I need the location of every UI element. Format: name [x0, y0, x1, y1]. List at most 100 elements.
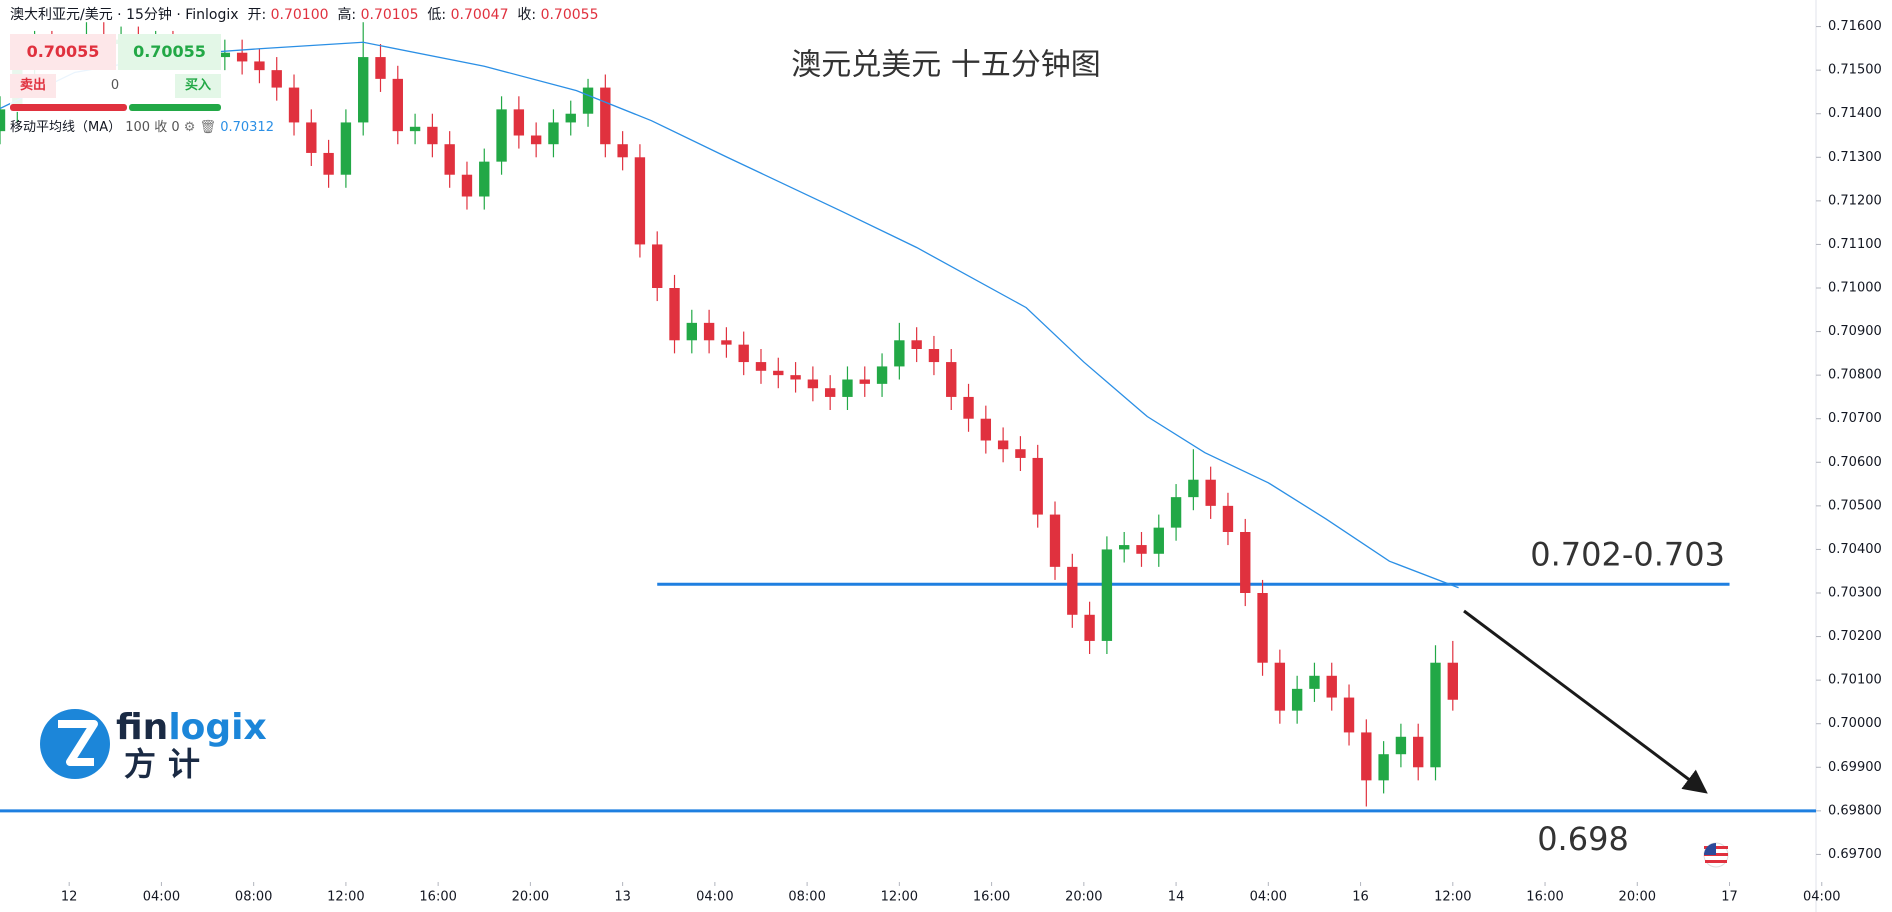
- candle-body: [721, 340, 732, 345]
- candle-body: [461, 174, 473, 197]
- x-tick-label: 17: [1721, 890, 1738, 905]
- level-label: 0.702-0.703: [1530, 535, 1725, 573]
- logo-text: finlogix: [116, 707, 267, 748]
- candle-body: [824, 388, 836, 397]
- buy-button[interactable]: 买入: [175, 74, 221, 98]
- candle-body: [980, 418, 992, 441]
- y-tick-label: 0.71200: [1828, 193, 1882, 208]
- y-tick-label: 0.71100: [1828, 237, 1882, 252]
- x-tick-label: 16: [1352, 890, 1369, 905]
- candle-body: [790, 375, 801, 380]
- candle-body: [565, 113, 576, 123]
- ma-params: 100 收 0: [125, 120, 180, 135]
- candle-body: [219, 52, 231, 58]
- close-label: 收:: [517, 7, 537, 23]
- open-label: 开:: [247, 7, 267, 23]
- candle-body: [306, 122, 317, 153]
- trade-panel: 0.70055 0.70055 卖出 0 买入: [10, 34, 221, 112]
- candle-body: [652, 244, 663, 289]
- y-tick-label: 0.71500: [1828, 63, 1882, 78]
- y-tick-label: 0.69800: [1828, 803, 1882, 818]
- ma-legend: 移动平均线（MA） 100 收 0 ⚙ 🗑 0.70312: [10, 116, 274, 135]
- quantity[interactable]: 0: [110, 78, 120, 93]
- x-tick-label: 12:00: [881, 890, 918, 905]
- candle-body: [271, 70, 282, 88]
- high-label: 高:: [337, 7, 357, 23]
- header: 澳大利亚元/美元 · 15分钟 · Finlogix 开: 0.70100 高:…: [10, 4, 598, 24]
- ma-name: 移动平均线（MA）: [10, 120, 122, 135]
- y-tick-label: 0.71600: [1828, 19, 1882, 34]
- candle-body: [1032, 457, 1043, 515]
- chart-title: 澳元兑美元 十五分钟图: [791, 48, 1101, 83]
- buy-bar: [129, 104, 221, 111]
- candle-body: [634, 157, 646, 245]
- x-tick-label: 08:00: [788, 890, 825, 905]
- open-value: 0.70100: [270, 7, 329, 23]
- candle-body: [409, 126, 421, 132]
- candle-body: [686, 322, 697, 341]
- x-tick-label: 16:00: [973, 890, 1010, 905]
- y-tick-label: 0.71300: [1828, 150, 1882, 165]
- candles: [0, 22, 1458, 807]
- candle-body: [703, 322, 715, 341]
- y-tick-label: 0.70700: [1828, 411, 1882, 426]
- candle-body: [773, 370, 784, 376]
- candle-body: [911, 340, 922, 350]
- y-tick-label: 0.70300: [1828, 585, 1882, 600]
- low-label: 低:: [427, 7, 447, 23]
- x-tick-label: 08:00: [235, 890, 272, 905]
- candle-body: [1015, 449, 1026, 458]
- logo-mark: [58, 720, 98, 766]
- logo: finlogix 方计: [40, 707, 267, 783]
- sell-price[interactable]: 0.70055: [10, 34, 116, 70]
- x-tick-label: 13: [614, 890, 631, 905]
- ma-line: [0, 41, 1459, 589]
- ma-icons[interactable]: ⚙ 🗑: [183, 120, 217, 135]
- y-tick-label: 0.69900: [1828, 760, 1882, 775]
- sell-button[interactable]: 卖出: [10, 74, 56, 98]
- candle-body: [946, 362, 957, 397]
- x-tick-label: 04:00: [696, 890, 733, 905]
- buy-price[interactable]: 0.70055: [118, 34, 221, 70]
- candle-body: [1188, 479, 1199, 498]
- x-tick-label: 16:00: [419, 890, 456, 905]
- candle-body: [1447, 662, 1458, 700]
- candle-body: [1309, 675, 1320, 689]
- y-tick-label: 0.70900: [1828, 324, 1882, 339]
- y-tick-label: 0.70200: [1828, 629, 1882, 644]
- x-tick-label: 12:00: [327, 890, 364, 905]
- candle-body: [1395, 736, 1407, 755]
- x-tick-label: 12:00: [1434, 890, 1471, 905]
- candle-body: [1257, 592, 1268, 663]
- candle-body: [1291, 688, 1303, 711]
- candle-body: [1136, 545, 1147, 554]
- candle-body: [530, 135, 542, 145]
- candle-body: [323, 152, 334, 175]
- level-label: 0.698: [1537, 820, 1629, 858]
- candle-body: [842, 379, 853, 397]
- high-value: 0.70105: [360, 7, 419, 23]
- logo-circle: [40, 709, 110, 779]
- candle-body: [1153, 527, 1164, 554]
- y-tick-label: 0.70400: [1828, 542, 1882, 557]
- candle-body: [1413, 736, 1424, 768]
- flag-icon: [1703, 842, 1729, 868]
- candle-body: [254, 61, 265, 71]
- y-tick-label: 0.70600: [1828, 455, 1882, 470]
- candle-body: [358, 57, 369, 123]
- candle-body: [1119, 545, 1130, 550]
- candle-body: [548, 122, 559, 145]
- x-tick-label: 04:00: [1803, 890, 1840, 905]
- y-tick-label: 0.70000: [1828, 716, 1882, 731]
- candle-body: [427, 126, 438, 145]
- close-value: 0.70055: [540, 7, 599, 23]
- x-tick-label: 16:00: [1526, 890, 1563, 905]
- candle-body: [928, 349, 940, 363]
- candle-body: [1378, 754, 1389, 781]
- candle-body: [1430, 662, 1441, 768]
- y-tick-label: 0.71000: [1828, 281, 1882, 296]
- x-tick-label: 12: [61, 890, 78, 905]
- y-tick-label: 0.70800: [1828, 368, 1882, 383]
- candle-body: [0, 109, 6, 132]
- candle-body: [375, 57, 386, 79]
